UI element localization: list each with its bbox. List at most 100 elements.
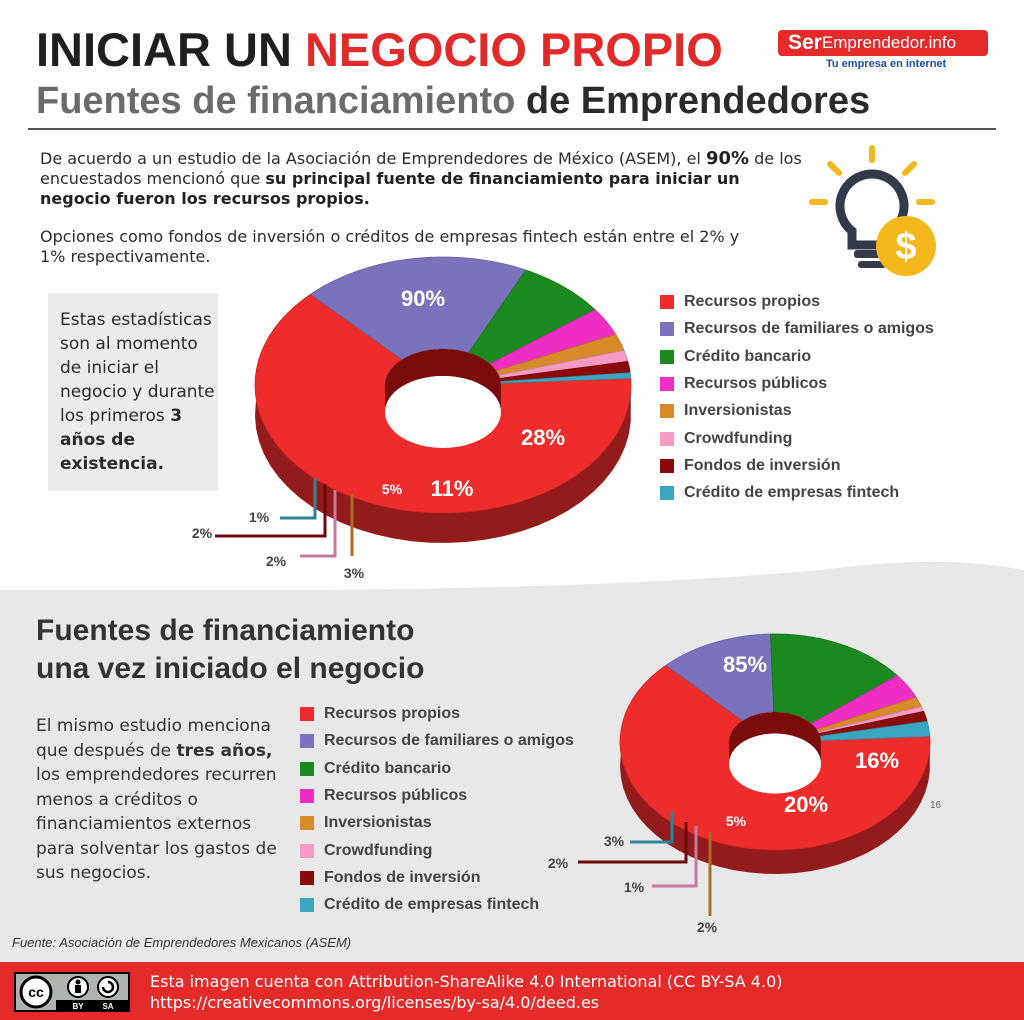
side-note-a: Estas estadísticas son al momento de ini… bbox=[60, 310, 215, 426]
legend-item: Recursos propios bbox=[300, 705, 460, 723]
pie-slice bbox=[499, 360, 631, 382]
legend-item: Crédito bancario bbox=[300, 760, 451, 778]
legend-item: Crédito bancario bbox=[660, 348, 811, 366]
cc-badge-sa: SA bbox=[102, 1002, 113, 1010]
legend-swatch bbox=[660, 404, 674, 419]
pie-slice bbox=[500, 372, 632, 384]
cc-badge-cc: cc bbox=[28, 984, 44, 1000]
legend-item: Fondos de inversión bbox=[300, 869, 480, 887]
pie-slice bbox=[495, 333, 625, 376]
svg-text:$: $ bbox=[895, 226, 916, 268]
title-part1: INICIAR UN bbox=[36, 23, 305, 76]
pie-leader-line bbox=[300, 490, 337, 558]
legend-label: Crédito de empresas fintech bbox=[324, 896, 540, 914]
intro-text-c: de los encuestados mencionó que bbox=[40, 149, 802, 188]
pie-hole-wall bbox=[729, 712, 821, 764]
pie-leader-line bbox=[280, 478, 317, 520]
brand-tagline: Tu empresa en internet bbox=[826, 58, 947, 70]
legend-item: Recursos públicos bbox=[300, 787, 467, 805]
legend-item: Crédito de empresas fintech bbox=[300, 896, 539, 914]
legend-item: Inversionistas bbox=[660, 402, 792, 420]
legend-item: Inversionistas bbox=[300, 814, 432, 832]
legend-item: Fondos de inversión bbox=[660, 457, 840, 475]
source-note: Fuente: Asociación de Emprendedores Mexi… bbox=[12, 935, 352, 950]
pie-data-label: 11% bbox=[431, 476, 474, 501]
legend-label: Fondos de inversión bbox=[684, 456, 841, 474]
cc-badge-icon: cc BY SA bbox=[16, 974, 128, 1011]
legend-label: Recursos públicos bbox=[684, 374, 828, 392]
legend-item: Crowdfunding bbox=[300, 842, 432, 860]
legend-swatch bbox=[300, 734, 314, 749]
pie-leader-label: 2% bbox=[697, 919, 718, 935]
cc-license-badge[interactable]: cc BY SA bbox=[14, 972, 130, 1012]
pie-hole-wall bbox=[385, 349, 501, 412]
legend-swatch bbox=[660, 458, 674, 473]
legend-label: Inversionistas bbox=[684, 402, 792, 420]
legend-label: Fondos de inversión bbox=[324, 868, 481, 886]
pie-data-label: 16% bbox=[855, 748, 899, 773]
pie-leader-line bbox=[215, 484, 327, 538]
legend-swatch bbox=[300, 816, 314, 831]
legend-item: Recursos propios bbox=[660, 293, 820, 311]
intro-paragraph-1: De acuerdo a un estudio de la Asociación… bbox=[40, 149, 810, 209]
intro-text-d: su principal fuente de financiamiento pa… bbox=[40, 169, 740, 208]
legend-item: Recursos de familiares o amigos bbox=[300, 732, 574, 750]
cc-badge-by: BY bbox=[72, 1002, 84, 1010]
legend-swatch bbox=[300, 761, 314, 776]
section2-title: Fuentes de financiamiento una vez iniciad… bbox=[36, 612, 424, 688]
intro-paragraph-2: Opciones como fondos de inversión o créd… bbox=[40, 227, 740, 266]
legend-label: Crédito bancario bbox=[684, 347, 812, 365]
stray-mark: 16 bbox=[930, 800, 942, 811]
side-note-box bbox=[48, 293, 218, 491]
license-text: Esta imagen cuenta con Attribution-Share… bbox=[150, 972, 783, 991]
pie-data-label: 20% bbox=[784, 792, 828, 817]
pie-hole-floor bbox=[385, 376, 501, 448]
pie-hole-floor bbox=[729, 733, 821, 794]
section2-title-line2: una vez iniciado el negocio bbox=[36, 652, 425, 685]
pie-leader-line bbox=[630, 812, 674, 844]
subtitle: Fuentes de financiamiento de Emprendedor… bbox=[36, 80, 870, 123]
legend-label: Crowdfunding bbox=[324, 841, 433, 859]
legend-item: Recursos públicos bbox=[660, 375, 827, 393]
legend-swatch bbox=[300, 870, 314, 885]
pie-leader-label: 2% bbox=[192, 525, 213, 541]
pie-data-label: 5% bbox=[382, 481, 403, 497]
pie-data-label: 5% bbox=[726, 813, 747, 829]
legend-label: Recursos de familiares o amigos bbox=[684, 320, 934, 338]
pie-leader-label: 1% bbox=[624, 879, 645, 895]
pie-data-label: 90% bbox=[401, 286, 445, 311]
footer-bar bbox=[0, 962, 1024, 1020]
legend-label: Recursos propios bbox=[684, 293, 821, 310]
subtitle-part2: de Emprendedores bbox=[525, 80, 871, 122]
pie-data-label: 85% bbox=[723, 652, 767, 677]
lightbulb-money-icon: $ bbox=[809, 145, 936, 276]
legend-swatch bbox=[660, 295, 674, 309]
legend-item: Crédito de empresas fintech bbox=[660, 484, 899, 502]
footer-text: Esta imagen cuenta con Attribution-Share… bbox=[150, 971, 782, 1013]
pie-slice bbox=[498, 349, 629, 379]
legend-label: Recursos propios bbox=[324, 705, 461, 722]
legend-label: Recursos públicos bbox=[324, 786, 468, 804]
pie-leader-label: 2% bbox=[548, 855, 569, 871]
section2-text-c: los emprendedores recurren menos a crédi… bbox=[36, 765, 277, 883]
legend-label: Inversionistas bbox=[324, 814, 432, 832]
legend-item: Crowdfunding bbox=[660, 430, 792, 448]
pie-leader-line bbox=[652, 826, 698, 888]
legend-item: Recursos de familiares o amigos bbox=[660, 320, 934, 338]
brand-part2: Emprendedor.info bbox=[821, 33, 957, 52]
section2-text-a: El mismo estudio menciona que después de bbox=[36, 716, 271, 761]
legend-label: Crowdfunding bbox=[684, 429, 793, 447]
license-link[interactable]: https://creativecommons.org/licenses/by-… bbox=[150, 993, 600, 1012]
intro-text-a: De acuerdo a un estudio de la Asociación… bbox=[40, 149, 706, 168]
legend-label: Crédito de empresas fintech bbox=[684, 484, 900, 502]
legend-swatch bbox=[660, 376, 674, 391]
legend-label: Recursos de familiares o amigos bbox=[324, 732, 574, 750]
side-note-text: Estas estadísticas son al momento de ini… bbox=[60, 308, 215, 476]
pie-leader-label: 3% bbox=[344, 565, 365, 581]
section2-title-line1: Fuentes de financiamiento bbox=[36, 614, 415, 647]
section2-text-b: tres años, bbox=[176, 740, 273, 761]
legend-swatch bbox=[300, 898, 314, 913]
main-title: INICIAR UN NEGOCIO PROPIO bbox=[36, 22, 723, 77]
